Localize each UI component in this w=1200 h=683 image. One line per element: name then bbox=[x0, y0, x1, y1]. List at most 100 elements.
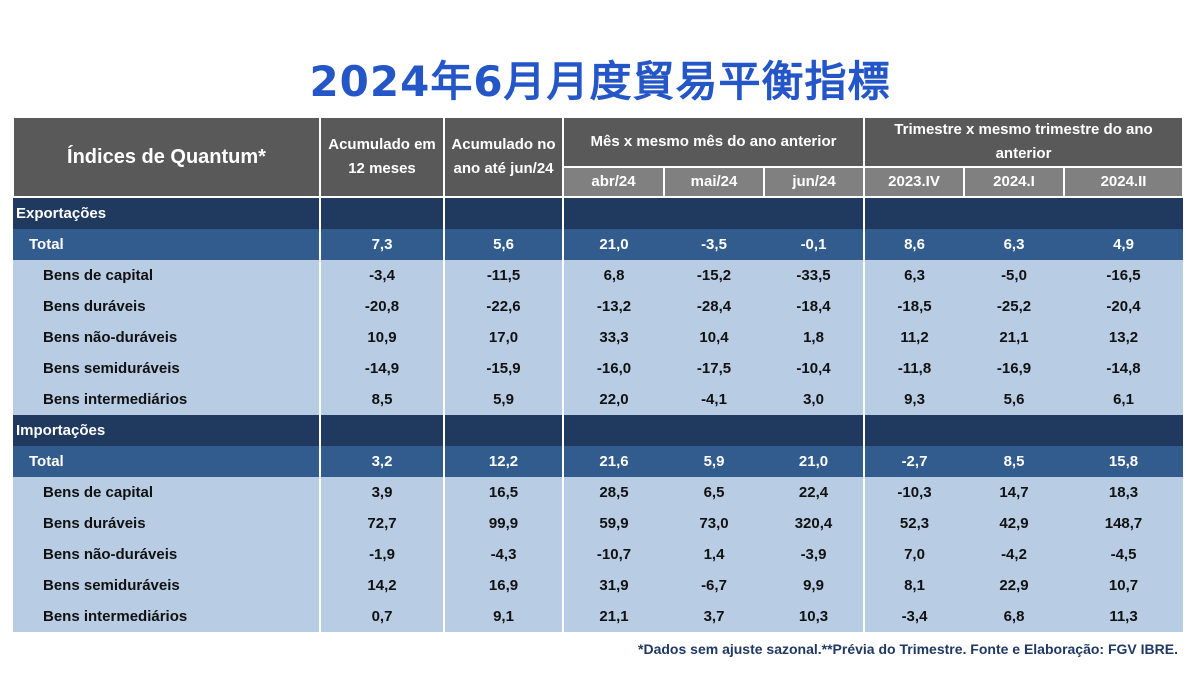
value-cell: 5,9 bbox=[443, 384, 563, 415]
value-cell: -0,1 bbox=[764, 229, 864, 260]
value-cell: 9,9 bbox=[764, 570, 864, 601]
value-cell: 28,5 bbox=[562, 477, 664, 508]
header-quarter: 2024.I bbox=[963, 166, 1065, 198]
empty-cell bbox=[964, 415, 1064, 446]
value-cell: 21,1 bbox=[562, 601, 664, 632]
value-cell: 99,9 bbox=[443, 508, 563, 539]
value-cell: 8,6 bbox=[863, 229, 964, 260]
value-cell: 11,2 bbox=[863, 322, 964, 353]
value-cell: 10,7 bbox=[1064, 570, 1184, 601]
value-cell: -15,2 bbox=[664, 260, 764, 291]
value-cell: -3,9 bbox=[764, 539, 864, 570]
table-row: Bens duráveis -20,8 -22,6 -13,2 -28,4 -18,4 -1… bbox=[13, 291, 1184, 322]
value-cell: 22,0 bbox=[562, 384, 664, 415]
value-cell: 21,6 bbox=[562, 446, 664, 477]
value-cell: -4,5 bbox=[1064, 539, 1184, 570]
value-cell: 17,0 bbox=[443, 322, 563, 353]
value-cell: 7,0 bbox=[863, 539, 964, 570]
value-cell: 5,9 bbox=[664, 446, 764, 477]
value-cell: -2,7 bbox=[863, 446, 964, 477]
empty-cell bbox=[443, 415, 563, 446]
value-cell: 11,3 bbox=[1064, 601, 1184, 632]
empty-cell bbox=[964, 197, 1064, 229]
value-cell: -4,2 bbox=[964, 539, 1064, 570]
header-quarter: 2024.II bbox=[1062, 166, 1185, 198]
section-label: Importações bbox=[13, 415, 320, 446]
value-cell: -4,1 bbox=[664, 384, 764, 415]
value-cell: 5,6 bbox=[443, 229, 563, 260]
value-cell: 21,1 bbox=[964, 322, 1064, 353]
table-row: Bens intermediários 0,7 9,1 21,1 3,7 10,3 -3,4… bbox=[13, 601, 1184, 632]
value-cell: -14,9 bbox=[319, 353, 444, 384]
value-cell: 72,7 bbox=[319, 508, 444, 539]
header-month: mai/24 bbox=[663, 166, 765, 198]
value-cell: 8,5 bbox=[319, 384, 444, 415]
value-cell: -25,2 bbox=[964, 291, 1064, 322]
page-title: 2024年6月月度貿易平衡指標 bbox=[309, 57, 891, 106]
row-label: Bens de capital bbox=[13, 477, 320, 508]
row-label: Bens intermediários bbox=[13, 601, 320, 632]
empty-cell bbox=[764, 415, 864, 446]
row-label: Bens de capital bbox=[13, 260, 320, 291]
section-row: Exportações bbox=[13, 197, 1184, 229]
value-cell: -3,4 bbox=[863, 601, 964, 632]
value-cell: -5,0 bbox=[964, 260, 1064, 291]
value-cell: 6,3 bbox=[863, 260, 964, 291]
value-cell: 3,0 bbox=[764, 384, 864, 415]
value-cell: 14,2 bbox=[319, 570, 444, 601]
value-cell: 15,8 bbox=[1064, 446, 1184, 477]
header-quarter-group: Trimestre x mesmo trimestre do ano anter… bbox=[862, 116, 1185, 168]
row-label: Bens não-duráveis bbox=[13, 539, 320, 570]
value-cell: 52,3 bbox=[863, 508, 964, 539]
value-cell: -18,5 bbox=[863, 291, 964, 322]
value-cell: 9,1 bbox=[443, 601, 563, 632]
value-cell: 18,3 bbox=[1064, 477, 1184, 508]
header-quarter: 2023.IV bbox=[863, 166, 965, 198]
value-cell: 3,2 bbox=[319, 446, 444, 477]
value-cell: -15,9 bbox=[443, 353, 563, 384]
value-cell: 3,7 bbox=[664, 601, 764, 632]
empty-cell bbox=[664, 415, 764, 446]
header-label: Índices de Quantum* bbox=[12, 116, 321, 198]
value-cell: 0,7 bbox=[319, 601, 444, 632]
value-cell: 8,1 bbox=[863, 570, 964, 601]
table-row: Bens semiduráveis 14,2 16,9 31,9 -6,7 9,9 8,1 2… bbox=[13, 570, 1184, 601]
value-cell: 8,5 bbox=[964, 446, 1064, 477]
value-cell: -22,6 bbox=[443, 291, 563, 322]
footnote: *Dados sem ajuste sazonal.**Prévia do Tr… bbox=[638, 641, 1178, 657]
value-cell: 1,8 bbox=[764, 322, 864, 353]
value-cell: -10,7 bbox=[562, 539, 664, 570]
empty-cell bbox=[863, 197, 964, 229]
empty-cell bbox=[1064, 415, 1184, 446]
table-row: Bens não-duráveis 10,9 17,0 33,3 10,4 1,8 11,2… bbox=[13, 322, 1184, 353]
value-cell: 9,3 bbox=[863, 384, 964, 415]
value-cell: 21,0 bbox=[764, 446, 864, 477]
empty-cell bbox=[1064, 197, 1184, 229]
value-cell: -3,4 bbox=[319, 260, 444, 291]
row-label: Total bbox=[13, 229, 320, 260]
row-label: Bens não-duráveis bbox=[13, 322, 320, 353]
empty-cell bbox=[764, 197, 864, 229]
value-cell: -10,3 bbox=[863, 477, 964, 508]
value-cell: -17,5 bbox=[664, 353, 764, 384]
quantum-index-table: Índices de Quantum* Acumulado em 12 mese… bbox=[12, 116, 1185, 632]
header-12-months: Acumulado em 12 meses bbox=[319, 116, 445, 198]
value-cell: -18,4 bbox=[764, 291, 864, 322]
value-cell: 33,3 bbox=[562, 322, 664, 353]
empty-cell bbox=[319, 415, 444, 446]
value-cell: 16,5 bbox=[443, 477, 563, 508]
value-cell: -10,4 bbox=[764, 353, 864, 384]
value-cell: -16,9 bbox=[964, 353, 1064, 384]
value-cell: 22,9 bbox=[964, 570, 1064, 601]
value-cell: -3,5 bbox=[664, 229, 764, 260]
value-cell: 59,9 bbox=[562, 508, 664, 539]
value-cell: 6,1 bbox=[1064, 384, 1184, 415]
empty-cell bbox=[562, 197, 664, 229]
value-cell: 10,9 bbox=[319, 322, 444, 353]
value-cell: 31,9 bbox=[562, 570, 664, 601]
value-cell: 6,3 bbox=[964, 229, 1064, 260]
value-cell: -16,5 bbox=[1064, 260, 1184, 291]
value-cell: -33,5 bbox=[764, 260, 864, 291]
value-cell: 6,8 bbox=[964, 601, 1064, 632]
header-month: jun/24 bbox=[763, 166, 865, 198]
